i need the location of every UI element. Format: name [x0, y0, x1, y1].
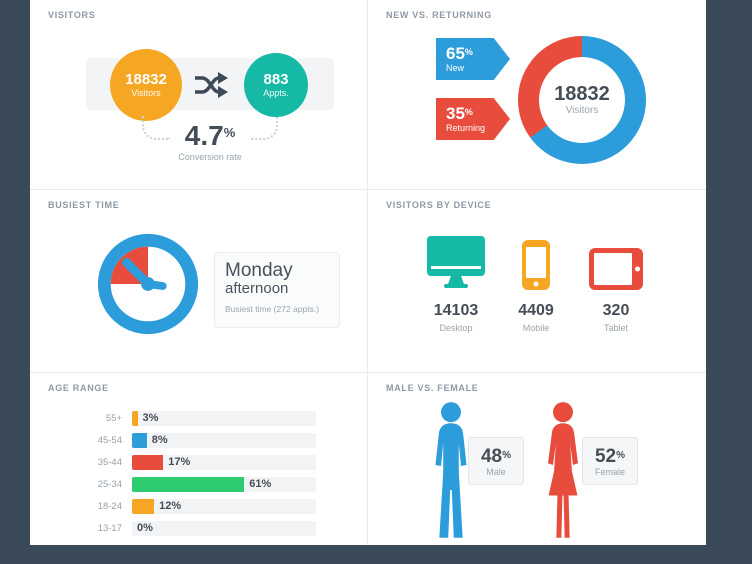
returning-pct-unit: % — [464, 107, 473, 117]
conversion-label: Conversion rate — [178, 152, 242, 162]
returning-pct: 35 — [446, 104, 465, 123]
conversion-unit: % — [223, 125, 236, 140]
age-row: 55+ 3% — [60, 407, 316, 429]
age-row: 45-54 8% — [60, 429, 316, 451]
visitors-by-device-panel: VISITORS BY DEVICE 14103 Desktop — [368, 190, 706, 373]
age-bar-track: 61% — [132, 476, 316, 492]
visitors-panel: VISITORS 18832 Visitors 883 Appts. 4.7% … — [30, 0, 368, 190]
swap-arrows-icon — [192, 70, 228, 105]
male-label: Male — [486, 466, 506, 477]
new-visitors-tag: 65% New — [436, 38, 510, 80]
age-range-label: 18-24 — [97, 500, 122, 512]
age-bar-value: 17% — [168, 455, 191, 468]
visitors-by-device-title: VISITORS BY DEVICE — [386, 200, 492, 210]
age-row: 18-24 12% — [60, 495, 316, 517]
mobile-label: Mobile — [522, 323, 550, 333]
busiest-day: Monday — [225, 260, 293, 281]
age-range-label: 35-44 — [97, 456, 122, 468]
female-pct-unit: % — [616, 449, 626, 461]
busiest-caption: Busiest time — [225, 304, 272, 314]
age-range-chart: 55+ 3% 45-54 8% 35-44 17% — [60, 407, 316, 539]
desktop-icon — [427, 232, 485, 290]
age-bar-track: 8% — [132, 432, 316, 448]
age-bar-track: 3% — [132, 410, 316, 426]
visitors-count: 18832 — [125, 71, 167, 88]
age-bar — [132, 476, 245, 492]
desktop-stat: 14103 Desktop — [416, 232, 496, 333]
age-bar — [132, 432, 147, 448]
mobile-count: 4409 — [518, 302, 554, 319]
dotted-connector-right — [250, 116, 278, 140]
mobile-stat: 4409 Mobile — [496, 232, 576, 333]
busiest-caption-detail: (272 appts.) — [273, 304, 320, 314]
age-bar-track: 17% — [132, 454, 316, 470]
age-bar-value: 3% — [142, 411, 159, 424]
age-range-panel: AGE RANGE 55+ 3% 45-54 8% 35-44 — [30, 373, 368, 545]
age-range-label: 45-54 — [97, 434, 122, 446]
mobile-icon — [522, 232, 550, 290]
new-vs-returning-panel: NEW VS. RETURNING 65% New 35% Returning … — [368, 0, 706, 190]
age-bar-value: 0% — [137, 521, 153, 534]
conversion-rate: 4.7% Conversion rate — [140, 118, 280, 163]
age-bar-value: 8% — [151, 433, 168, 446]
conversion-value: 4.7 — [184, 120, 224, 151]
female-label: Female — [594, 466, 625, 477]
appts-count-circle: 883 Appts. — [244, 53, 308, 117]
age-row: 35-44 17% — [60, 451, 316, 473]
desktop-count: 14103 — [433, 302, 479, 319]
new-pct: 65 — [446, 44, 465, 63]
device-stats: 14103 Desktop 4409 Mobile — [416, 232, 656, 333]
new-returning-donut: 18832 Visitors — [518, 36, 646, 164]
male-pct-unit: % — [502, 449, 512, 461]
appts-count-label: Appts. — [263, 88, 289, 98]
dotted-connector-left — [142, 116, 170, 140]
returning-visitors-tag: 35% Returning — [436, 98, 510, 140]
age-range-label: 13-17 — [97, 522, 122, 534]
male-pct: 48 — [480, 445, 503, 467]
tablet-stat: 320 Tablet — [576, 232, 656, 333]
tablet-count: 320 — [602, 302, 630, 319]
age-range-title: AGE RANGE — [48, 383, 109, 393]
male-silhouette-icon — [426, 401, 476, 545]
female-stat-box: 52% Female — [582, 437, 638, 485]
tablet-label: Tablet — [603, 323, 629, 333]
age-bar-value: 61% — [249, 477, 272, 490]
age-bar-value: 12% — [159, 499, 182, 512]
returning-label: Returning — [446, 123, 486, 133]
busiest-period: afternoon — [225, 280, 289, 297]
donut-total-value: 18832 — [554, 83, 610, 105]
age-row: 13-17 0% — [60, 517, 316, 539]
age-bar — [132, 410, 138, 426]
donut-center: 18832 Visitors — [539, 57, 625, 143]
busiest-time-box: Monday afternoon Busiest time (272 appts… — [214, 252, 340, 328]
new-vs-returning-title: NEW VS. RETURNING — [386, 10, 492, 20]
female-pct: 52 — [594, 445, 617, 467]
new-pct-unit: % — [464, 47, 473, 57]
busiest-time-panel: BUSIEST TIME Monday afternoon Busiest ti… — [30, 190, 368, 373]
age-bar-track: 12% — [132, 498, 316, 514]
clock-icon — [94, 230, 202, 343]
male-stat-box: 48% Male — [468, 437, 524, 485]
visitors-count-label: Visitors — [131, 88, 161, 98]
age-bar — [132, 454, 164, 470]
age-bar — [132, 498, 155, 514]
male-vs-female-title: MALE VS. FEMALE — [386, 383, 479, 393]
tablet-icon — [589, 232, 643, 290]
busiest-time-title: BUSIEST TIME — [48, 200, 120, 210]
new-label: New — [446, 63, 465, 73]
male-vs-female-panel: MALE VS. FEMALE 48% Male 52% Female — [368, 373, 706, 545]
age-range-label: 25-34 — [97, 478, 122, 490]
appts-count: 883 — [263, 71, 289, 88]
desktop-label: Desktop — [439, 323, 473, 333]
visitors-panel-title: VISITORS — [48, 10, 96, 20]
age-bar-track: 0% — [132, 520, 316, 536]
donut-total-label: Visitors — [565, 105, 599, 116]
age-row: 25-34 61% — [60, 473, 316, 495]
visitors-count-circle: 18832 Visitors — [110, 49, 182, 121]
dashboard: VISITORS 18832 Visitors 883 Appts. 4.7% … — [30, 0, 706, 545]
female-silhouette-icon — [538, 401, 588, 545]
age-range-label: 55+ — [105, 412, 122, 424]
